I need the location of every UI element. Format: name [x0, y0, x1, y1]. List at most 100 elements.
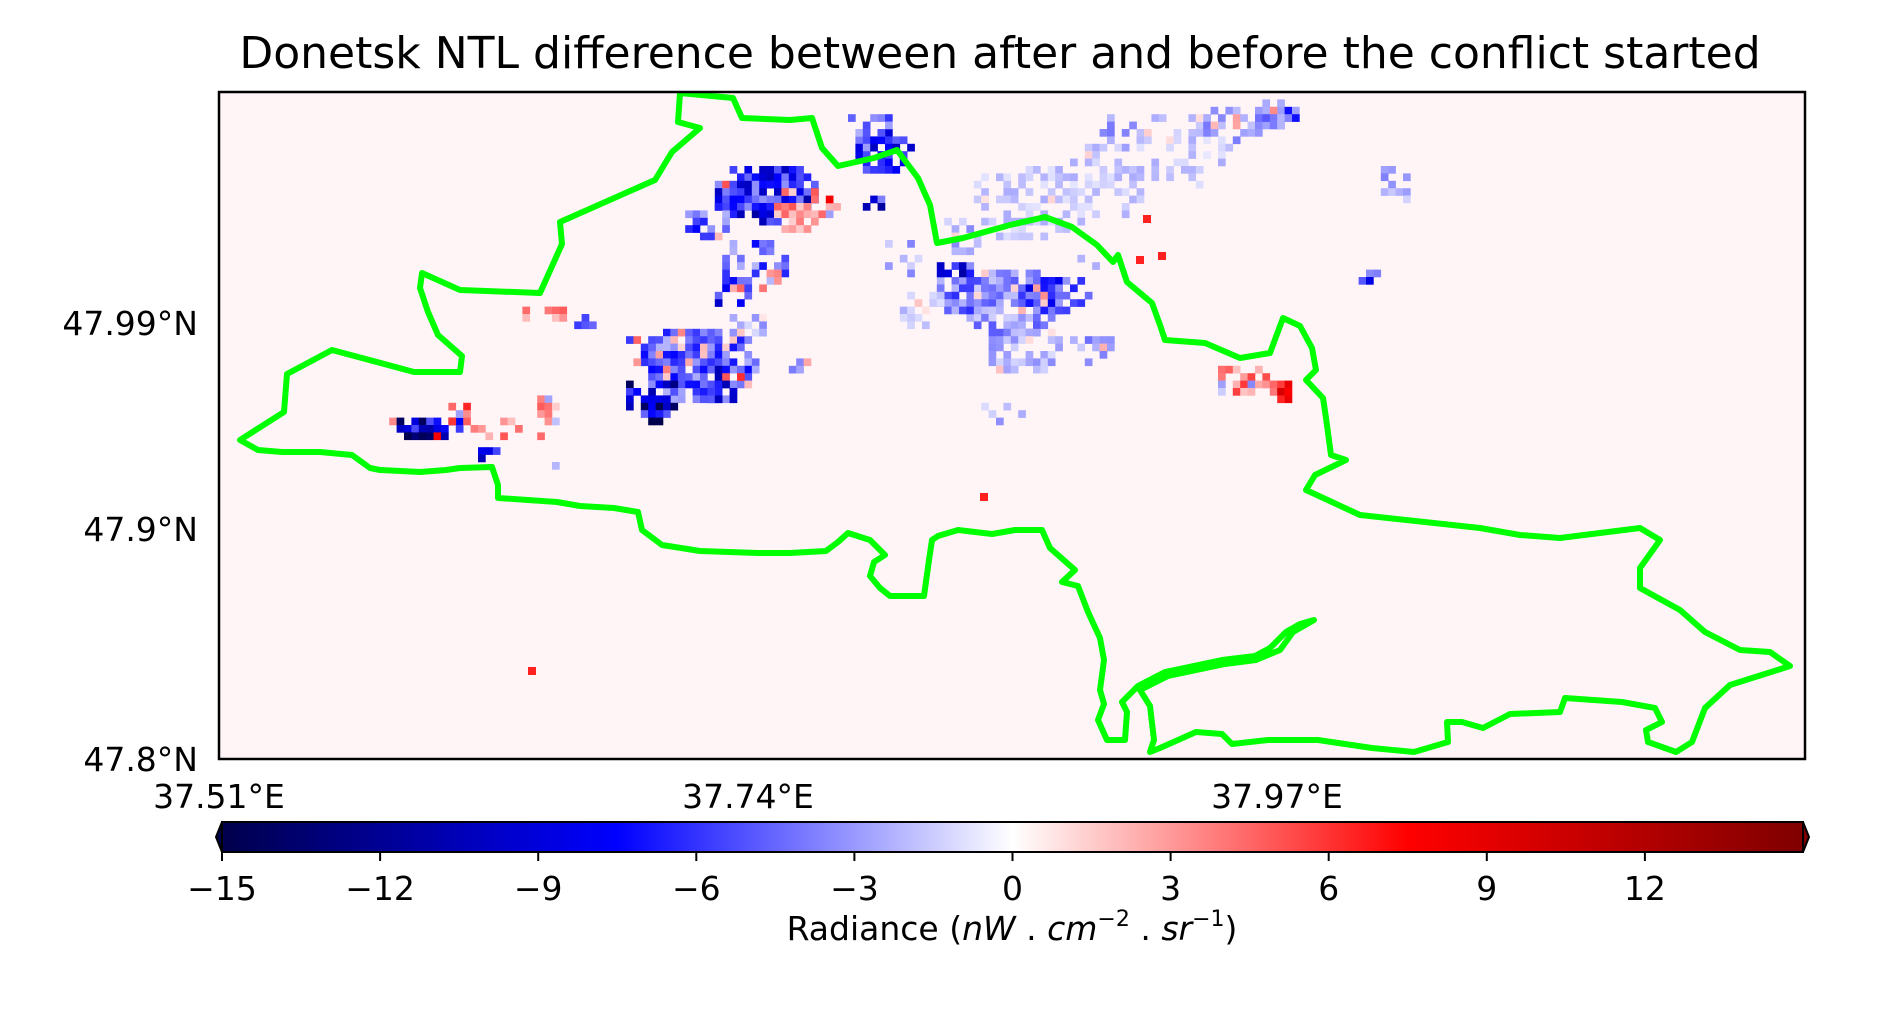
ntl-pixel — [862, 143, 871, 152]
ntl-pixel — [1055, 299, 1063, 307]
ntl-pixel — [788, 210, 797, 219]
ntl-pixel — [1010, 299, 1019, 307]
ntl-pixel — [885, 121, 893, 130]
ntl-pixel — [1277, 99, 1285, 108]
ntl-pixel — [1114, 173, 1123, 182]
ntl-pixel — [803, 173, 812, 182]
ntl-pixel — [885, 114, 893, 122]
ntl-pixel — [862, 203, 871, 211]
ntl-pixel — [907, 306, 915, 315]
ntl-pixel — [988, 358, 997, 367]
ntl-pixel — [1025, 291, 1034, 300]
ntl-pixel — [663, 343, 671, 352]
ntl-pixel — [1092, 188, 1100, 196]
ntl-pixel — [1062, 225, 1071, 233]
ntl-pixel — [774, 188, 782, 196]
ntl-pixel — [1247, 129, 1256, 137]
ntl-pixel — [907, 269, 915, 278]
ntl-pixel — [914, 254, 923, 263]
ntl-pixel — [663, 402, 671, 411]
ntl-pixel — [996, 284, 1004, 293]
ntl-pixel — [648, 410, 656, 418]
ntl-pixel — [944, 299, 952, 307]
ntl-pixel — [729, 336, 738, 344]
ntl-pixel — [788, 166, 797, 174]
ntl-pixel — [700, 232, 708, 241]
ntl-pixel — [951, 225, 960, 233]
ntl-pixel — [737, 380, 745, 389]
ntl-pixel — [1195, 121, 1204, 130]
ntl-pixel — [744, 373, 753, 381]
ntl-pixel — [751, 269, 760, 278]
ntl-pixel — [663, 380, 671, 389]
map-title: Donetsk NTL difference between after and… — [239, 28, 1760, 79]
ntl-pixel — [1247, 121, 1256, 130]
ntl-pixel — [996, 232, 1004, 241]
ntl-pixel — [544, 402, 553, 411]
ntl-pixel — [744, 358, 753, 367]
ntl-pixel — [1033, 299, 1041, 307]
ntl-pixel — [522, 314, 531, 322]
ntl-pixel — [914, 299, 923, 307]
ntl-pixel — [485, 447, 494, 455]
ntl-pixel — [796, 365, 804, 374]
ntl-pixel — [1099, 129, 1108, 137]
ntl-pixel — [1247, 380, 1256, 389]
ntl-pixel — [1055, 284, 1063, 293]
ntl-pixel — [700, 328, 708, 337]
ntl-pixel — [766, 217, 775, 226]
ntl-pixel — [714, 203, 723, 211]
ntl-pixel — [1166, 136, 1174, 145]
ntl-pixel — [1018, 173, 1026, 182]
ntl-pixel — [751, 262, 760, 270]
ntl-pixel — [781, 203, 790, 211]
ntl-pixel — [996, 343, 1004, 352]
ntl-pixel — [996, 328, 1004, 337]
ntl-pixel — [1025, 358, 1034, 367]
ntl-pixel — [722, 365, 730, 374]
ntl-pixel — [1284, 395, 1293, 404]
ntl-pixel — [796, 166, 804, 174]
ntl-pixel — [714, 365, 723, 374]
ntl-pixel — [1025, 210, 1034, 219]
ntl-pixel — [670, 373, 679, 381]
ntl-pixel — [737, 299, 745, 307]
ntl-pixel — [759, 321, 767, 330]
ntl-pixel — [1151, 114, 1160, 122]
ntl-pixel — [707, 380, 716, 389]
ntl-pixel — [537, 402, 545, 411]
ntl-pixel — [1077, 188, 1086, 196]
ntl-pixel — [1092, 210, 1100, 219]
ntl-pixel — [1025, 336, 1034, 344]
ntl-difference-pixels — [389, 99, 1411, 675]
ntl-pixel — [692, 388, 701, 396]
ntl-pixel — [885, 136, 893, 145]
ntl-pixel — [1033, 277, 1041, 285]
ntl-pixel — [729, 365, 738, 374]
ntl-pixel — [707, 388, 716, 396]
ntl-pixel — [1010, 188, 1019, 196]
ntl-pixel — [1366, 277, 1374, 285]
ntl-pixel — [996, 299, 1004, 307]
ntl-pixel — [714, 343, 723, 352]
ntl-pixel — [870, 195, 878, 204]
ntl-pixel — [1010, 284, 1019, 293]
ntl-pixel — [936, 269, 945, 278]
ntl-pixel — [766, 269, 775, 278]
ntl-pixel — [692, 380, 701, 389]
ntl-pixel — [981, 306, 989, 315]
ntl-pixel — [1003, 180, 1012, 189]
ntl-pixel — [700, 351, 708, 359]
ntl-pixel — [729, 284, 738, 293]
ntl-pixel — [759, 166, 767, 174]
ntl-pixel — [759, 314, 767, 322]
ntl-pixel — [1003, 210, 1012, 219]
ntl-pixel — [1129, 195, 1137, 204]
ntl-pixel — [907, 314, 915, 322]
ntl-pixel — [788, 180, 797, 189]
ntl-pixel — [951, 306, 960, 315]
ntl-pixel — [1262, 121, 1271, 130]
ntl-pixel — [1055, 306, 1063, 315]
ntl-pixel — [1232, 121, 1241, 130]
ntl-pixel — [633, 336, 642, 344]
